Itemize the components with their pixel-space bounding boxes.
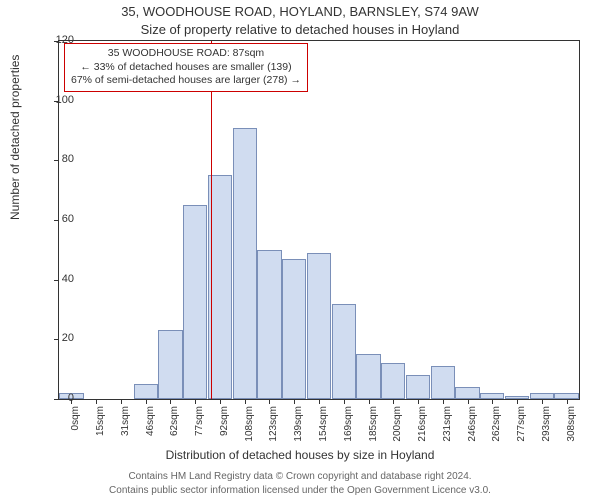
- histogram-bar: [307, 253, 331, 399]
- annotation-line-1: 35 WOODHOUSE ROAD: 87sqm: [71, 47, 301, 61]
- x-tick-mark: [369, 399, 370, 404]
- annotation-line-3: 67% of semi-detached houses are larger (…: [71, 74, 301, 88]
- y-tick-label: 20: [62, 332, 74, 344]
- y-tick-mark: [54, 160, 59, 161]
- x-tick-label: 308sqm: [566, 406, 577, 446]
- x-tick-label: 123sqm: [268, 406, 279, 446]
- x-tick-label: 293sqm: [541, 406, 552, 446]
- property-marker-line: [211, 41, 212, 399]
- x-tick-mark: [121, 399, 122, 404]
- x-tick-mark: [170, 399, 171, 404]
- plot-area: [58, 40, 580, 400]
- histogram-bar: [134, 384, 158, 399]
- x-tick-mark: [468, 399, 469, 404]
- x-tick-label: 262sqm: [491, 406, 502, 446]
- histogram-bar: [505, 396, 529, 399]
- chart-subtitle: Size of property relative to detached ho…: [0, 22, 600, 37]
- y-tick-label: 120: [56, 34, 74, 46]
- histogram-bar: [257, 250, 281, 399]
- x-tick-label: 108sqm: [244, 406, 255, 446]
- histogram-bar: [381, 363, 405, 399]
- x-tick-label: 200sqm: [392, 406, 403, 446]
- y-tick-label: 40: [62, 273, 74, 285]
- x-tick-mark: [344, 399, 345, 404]
- x-tick-label: 31sqm: [120, 406, 131, 446]
- x-tick-mark: [418, 399, 419, 404]
- x-tick-label: 0sqm: [70, 406, 81, 446]
- histogram-bar: [332, 304, 356, 399]
- x-tick-label: 231sqm: [442, 406, 453, 446]
- y-tick-mark: [54, 280, 59, 281]
- x-tick-label: 46sqm: [145, 406, 156, 446]
- x-tick-label: 15sqm: [95, 406, 106, 446]
- y-tick-label: 80: [62, 153, 74, 165]
- histogram-bar: [356, 354, 380, 399]
- histogram-bar: [480, 393, 504, 399]
- x-tick-mark: [146, 399, 147, 404]
- annotation-line-2: ← 33% of detached houses are smaller (13…: [71, 61, 301, 75]
- x-tick-mark: [492, 399, 493, 404]
- y-axis-label: Number of detached properties: [8, 55, 22, 220]
- y-tick-mark: [54, 399, 59, 400]
- y-tick-mark: [54, 220, 59, 221]
- x-tick-label: 62sqm: [169, 406, 180, 446]
- x-tick-mark: [542, 399, 543, 404]
- x-tick-label: 185sqm: [368, 406, 379, 446]
- x-tick-mark: [269, 399, 270, 404]
- footer-licence: Contains public sector information licen…: [0, 485, 600, 496]
- x-tick-mark: [393, 399, 394, 404]
- x-axis-label: Distribution of detached houses by size …: [0, 448, 600, 462]
- histogram-bar: [530, 393, 554, 399]
- histogram-bar: [233, 128, 257, 399]
- x-tick-mark: [220, 399, 221, 404]
- histogram-bar: [183, 205, 207, 399]
- annotation-box: 35 WOODHOUSE ROAD: 87sqm ← 33% of detach…: [64, 43, 308, 92]
- x-tick-label: 77sqm: [194, 406, 205, 446]
- y-tick-mark: [54, 339, 59, 340]
- x-tick-mark: [517, 399, 518, 404]
- y-tick-label: 100: [56, 94, 74, 106]
- histogram-bar: [158, 330, 182, 399]
- x-tick-mark: [294, 399, 295, 404]
- x-tick-label: 92sqm: [219, 406, 230, 446]
- histogram-bar: [282, 259, 306, 399]
- x-tick-label: 169sqm: [343, 406, 354, 446]
- histogram-bar: [431, 366, 455, 399]
- y-tick-label: 60: [62, 213, 74, 225]
- x-tick-mark: [319, 399, 320, 404]
- histogram-bar: [554, 393, 578, 399]
- x-tick-mark: [96, 399, 97, 404]
- x-tick-mark: [443, 399, 444, 404]
- histogram-bar: [406, 375, 430, 399]
- x-tick-label: 277sqm: [516, 406, 527, 446]
- x-tick-label: 246sqm: [467, 406, 478, 446]
- x-tick-label: 216sqm: [417, 406, 428, 446]
- x-tick-mark: [195, 399, 196, 404]
- y-tick-label: 0: [68, 392, 74, 404]
- x-tick-label: 139sqm: [293, 406, 304, 446]
- x-tick-mark: [245, 399, 246, 404]
- histogram-bar: [455, 387, 479, 399]
- footer-copyright: Contains HM Land Registry data © Crown c…: [0, 471, 600, 482]
- address-title: 35, WOODHOUSE ROAD, HOYLAND, BARNSLEY, S…: [0, 4, 600, 19]
- x-tick-mark: [567, 399, 568, 404]
- x-tick-label: 154sqm: [318, 406, 329, 446]
